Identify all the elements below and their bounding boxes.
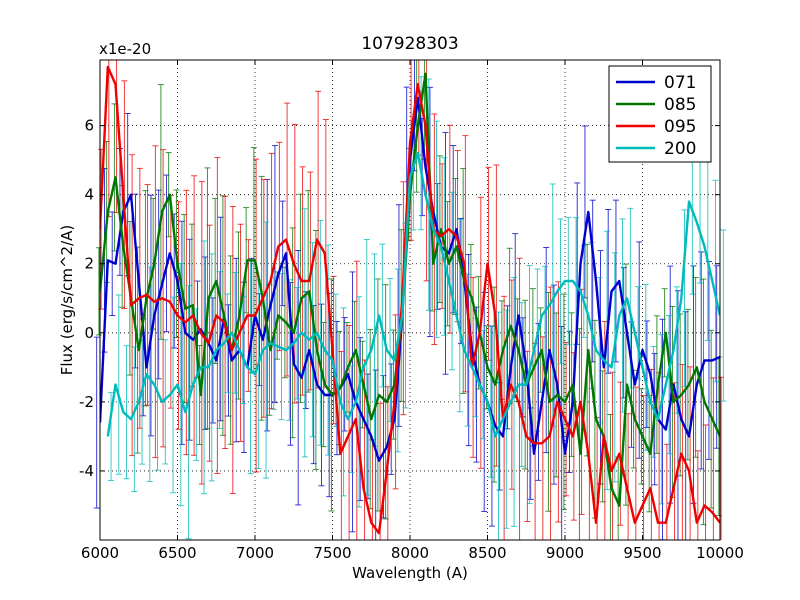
legend-label-095: 095 [664,117,696,137]
legend-label-200: 200 [664,139,696,159]
y-tick-label: 0 [84,324,94,342]
chart-title: 107928303 [361,34,458,54]
x-tick-label: 9000 [546,544,584,562]
y-tick-label: 6 [84,117,94,135]
x-tick-label: 7000 [236,544,274,562]
x-tick-label: 6500 [158,544,196,562]
x-tick-label: 9500 [623,544,661,562]
series-line-095 [100,65,720,535]
x-axis-label: Wavelength (A) [352,564,468,582]
x-tick-label: 8500 [468,544,506,562]
y-tick-label: -4 [79,462,94,480]
y-tick-labels: -4 -2 0 2 4 6 [79,117,94,480]
x-tick-label: 7500 [313,544,351,562]
y-tick-label: 2 [84,255,94,273]
x-tick-label: 10000 [696,544,744,562]
y-multiplier-label: x1e-20 [99,40,151,58]
axis-ticks [99,60,721,540]
series-lines [100,65,720,535]
series-line-200 [106,151,720,438]
x-tick-label: 8000 [391,544,429,562]
y-axis-label: Flux (erg/s/cm^2/A) [58,225,76,376]
y-tick-label: -2 [79,393,94,411]
x-tick-labels: 6000 6500 7000 7500 8000 8500 9000 9500 10000 [81,544,744,562]
y-tick-label: 4 [84,186,94,204]
legend-label-085: 085 [664,95,696,115]
x-tick-label: 6000 [81,544,119,562]
legend-label-071: 071 [664,73,696,93]
